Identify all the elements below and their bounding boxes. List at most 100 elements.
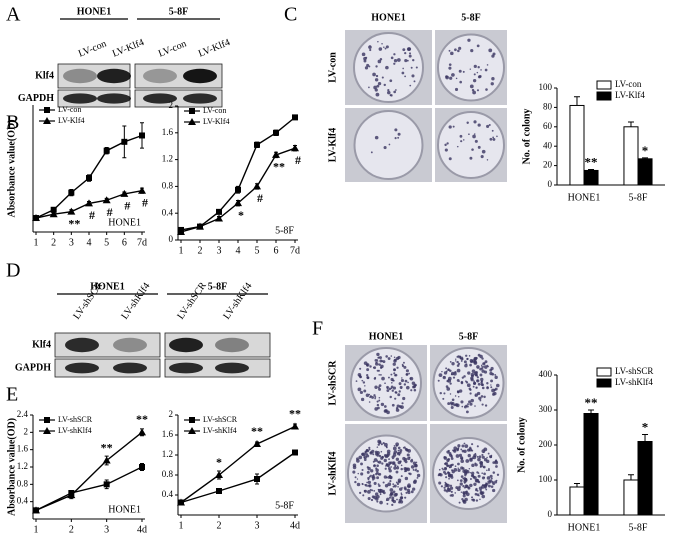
error-bar (642, 434, 649, 442)
colony (366, 466, 369, 469)
colony (494, 373, 497, 376)
significance: # (142, 195, 148, 209)
plate-row-label: LV-shSCR (327, 360, 338, 406)
colony (451, 73, 455, 77)
bar (637, 441, 653, 516)
colony (446, 458, 450, 463)
colony (487, 469, 490, 472)
colony (382, 489, 385, 493)
colony (462, 485, 465, 488)
colony (410, 389, 413, 392)
colony (471, 148, 474, 151)
colony (379, 359, 383, 363)
colony (450, 373, 453, 376)
colony (450, 402, 454, 406)
x-tick-label: HONE1 (568, 192, 601, 203)
colony (461, 376, 464, 379)
colony (487, 484, 491, 488)
significance: ** (251, 424, 263, 438)
colony (406, 59, 409, 62)
colony (393, 445, 396, 447)
colony (490, 366, 494, 371)
colony (491, 388, 495, 393)
y-tick-label: 200 (539, 439, 553, 449)
x-tick-label: 5-8F (629, 192, 648, 203)
colony (454, 87, 459, 92)
colony (404, 476, 409, 481)
colony (444, 483, 449, 488)
colony (484, 404, 488, 407)
colony (404, 75, 407, 78)
colony (411, 458, 413, 461)
colony (397, 132, 401, 136)
legend-swatch (596, 367, 612, 377)
colony (398, 454, 401, 456)
colony (389, 493, 393, 497)
marker (216, 208, 222, 215)
y-tick-label: 300 (539, 404, 553, 414)
colony (400, 475, 403, 478)
colony (374, 397, 376, 400)
colony (476, 391, 481, 396)
colony (480, 364, 483, 367)
colony (490, 485, 494, 488)
significance: * (216, 455, 222, 469)
marker (177, 498, 185, 506)
colony (447, 378, 450, 381)
colony (402, 48, 406, 52)
colony (481, 455, 485, 459)
colony (479, 498, 481, 501)
colony (405, 491, 408, 494)
y-tick-label: 1.2 (162, 449, 173, 459)
colony (393, 90, 397, 94)
colony (448, 473, 452, 477)
colony (443, 467, 447, 471)
colony (387, 376, 390, 379)
colony (469, 363, 472, 367)
colony (481, 149, 486, 154)
colony (405, 372, 409, 376)
colony (376, 84, 380, 88)
colony (410, 490, 414, 494)
colony (463, 486, 466, 489)
band (183, 93, 217, 104)
colony (363, 458, 367, 462)
colony (388, 496, 392, 499)
colony (368, 475, 372, 478)
colony (363, 389, 367, 393)
x-tick-label: 3 (69, 237, 74, 248)
blot-row-label: GAPDH (18, 93, 54, 104)
band (65, 362, 99, 374)
legend-marker (43, 427, 51, 434)
colony (383, 146, 387, 150)
colony (466, 383, 471, 388)
band (63, 68, 97, 84)
colony (482, 366, 485, 368)
colony (367, 496, 371, 501)
colony (490, 386, 493, 389)
colony (469, 446, 472, 450)
colony (365, 453, 369, 456)
colony (465, 380, 467, 383)
colony (443, 456, 448, 460)
colony (473, 133, 476, 135)
colony (449, 393, 452, 395)
colony (395, 481, 398, 484)
colony (378, 47, 383, 51)
colony (367, 476, 370, 480)
colony (449, 484, 453, 487)
colony (480, 377, 484, 382)
colony (440, 485, 443, 488)
colony (378, 484, 381, 487)
colony (376, 400, 379, 403)
colony (384, 465, 387, 467)
colony (377, 59, 382, 64)
colony (464, 444, 469, 449)
colony (476, 445, 479, 448)
colony (406, 467, 411, 472)
colony (383, 475, 388, 479)
y-tick-label: 100 (539, 474, 553, 484)
error-bar (627, 121, 634, 127)
bar (569, 104, 585, 186)
